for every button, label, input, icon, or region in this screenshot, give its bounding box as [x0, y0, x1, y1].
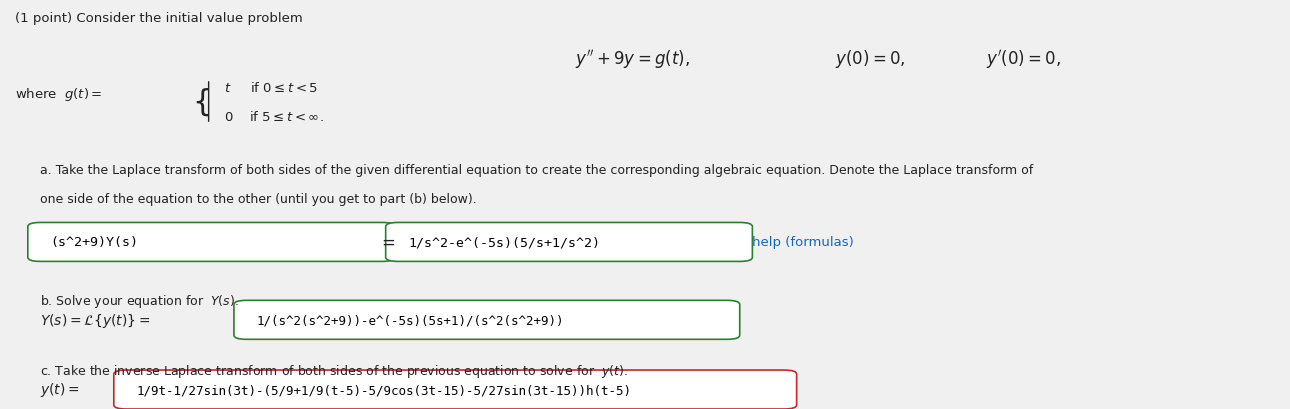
Text: $y(t) =$: $y(t) =$: [40, 380, 80, 398]
Text: (1 point) Consider the initial value problem: (1 point) Consider the initial value pro…: [15, 12, 303, 25]
Text: =: =: [382, 233, 395, 251]
Text: 1/9t-1/27sin(3t)-(5/9+1/9(t-5)-5/9cos(3t-15)-5/27sin(3t-15))h(t-5): 1/9t-1/27sin(3t)-(5/9+1/9(t-5)-5/9cos(3t…: [137, 383, 632, 396]
FancyBboxPatch shape: [28, 223, 395, 262]
Text: one side of the equation to the other (until you get to part (b) below).: one side of the equation to the other (u…: [40, 192, 477, 205]
Text: where  $g(t) =$: where $g(t) =$: [15, 85, 103, 103]
Text: help (formulas): help (formulas): [752, 236, 854, 249]
Text: $y'(0) = 0,$: $y'(0) = 0,$: [987, 48, 1062, 71]
FancyBboxPatch shape: [386, 223, 752, 262]
Text: (s^2+9)Y(s): (s^2+9)Y(s): [50, 236, 138, 249]
Text: $Y(s) = \mathcal{L}\{y(t)\} =$: $Y(s) = \mathcal{L}\{y(t)\} =$: [40, 311, 151, 329]
Text: 1/s^2-e^(-5s)(5/s+1/s^2): 1/s^2-e^(-5s)(5/s+1/s^2): [409, 236, 600, 249]
Text: {: {: [192, 88, 212, 117]
Text: $t$     if $0 \leq t < 5$: $t$ if $0 \leq t < 5$: [224, 81, 319, 95]
Text: c. Take the inverse Laplace transform of both sides of the previous equation to : c. Take the inverse Laplace transform of…: [40, 362, 628, 379]
FancyBboxPatch shape: [233, 301, 739, 339]
FancyBboxPatch shape: [114, 370, 797, 409]
Text: a. Take the Laplace transform of both sides of the given differential equation t: a. Take the Laplace transform of both si…: [40, 164, 1033, 177]
Text: b. Solve your equation for  $Y(s)$.: b. Solve your equation for $Y(s)$.: [40, 292, 240, 309]
Text: $0$    if $5 \leq t < \infty.$: $0$ if $5 \leq t < \infty.$: [224, 110, 324, 124]
Text: $y'' + 9y = g(t),$: $y'' + 9y = g(t),$: [575, 48, 690, 71]
Text: 1/(s^2(s^2+9))-e^(-5s)(5s+1)/(s^2(s^2+9)): 1/(s^2(s^2+9))-e^(-5s)(5s+1)/(s^2(s^2+9)…: [257, 314, 564, 326]
Text: $y(0) = 0,$: $y(0) = 0,$: [835, 48, 906, 70]
